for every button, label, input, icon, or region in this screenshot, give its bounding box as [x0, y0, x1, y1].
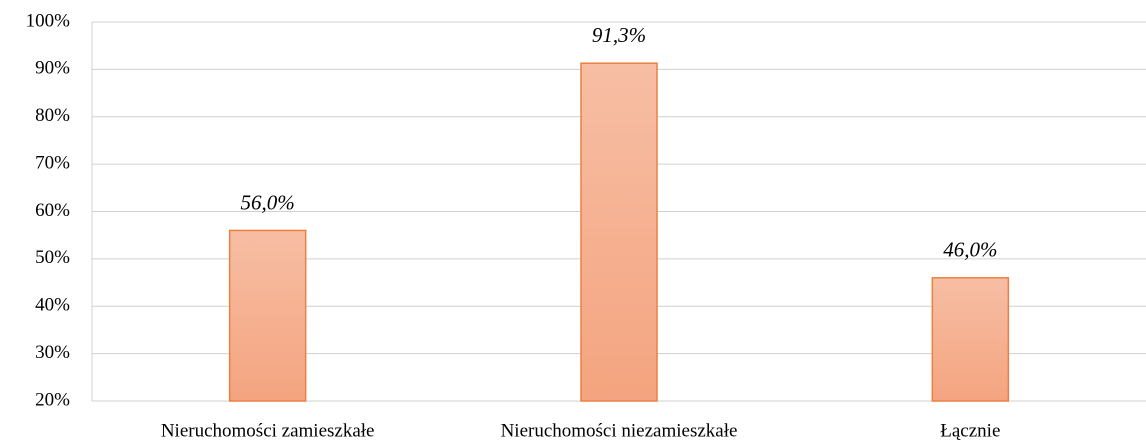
y-tick-label: 50% — [35, 247, 70, 268]
bar — [580, 62, 658, 402]
y-tick-label: 70% — [35, 152, 70, 173]
x-tick-label: Łącznie — [940, 420, 1000, 441]
y-tick-label: 60% — [35, 200, 70, 221]
bar — [931, 277, 1010, 402]
value-label: 56,0% — [241, 190, 295, 214]
y-tick-label: 40% — [35, 295, 70, 316]
value-label: 46,0% — [943, 238, 997, 262]
y-tick-label: 90% — [35, 58, 70, 79]
y-tick-label: 30% — [35, 342, 70, 363]
bar — [228, 229, 307, 402]
x-tick-label: Nieruchomości niezamieszkałe — [501, 420, 738, 441]
value-label: 91,3% — [592, 23, 646, 47]
y-tick-label: 80% — [35, 105, 70, 126]
y-tick-label: 20% — [35, 389, 70, 410]
y-tick-label: 100% — [26, 10, 71, 31]
x-tick-label: Nieruchomości zamieszkałe — [161, 420, 375, 441]
